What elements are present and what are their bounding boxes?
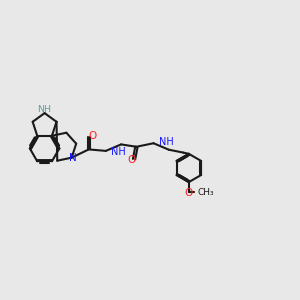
Text: NH: NH [111, 147, 126, 158]
Text: CH₃: CH₃ [198, 188, 214, 197]
Text: O: O [88, 131, 96, 142]
Text: O: O [127, 155, 135, 165]
Text: NH: NH [159, 137, 174, 147]
Text: NH: NH [37, 105, 51, 114]
Text: O: O [185, 188, 193, 198]
Text: N: N [69, 153, 77, 163]
